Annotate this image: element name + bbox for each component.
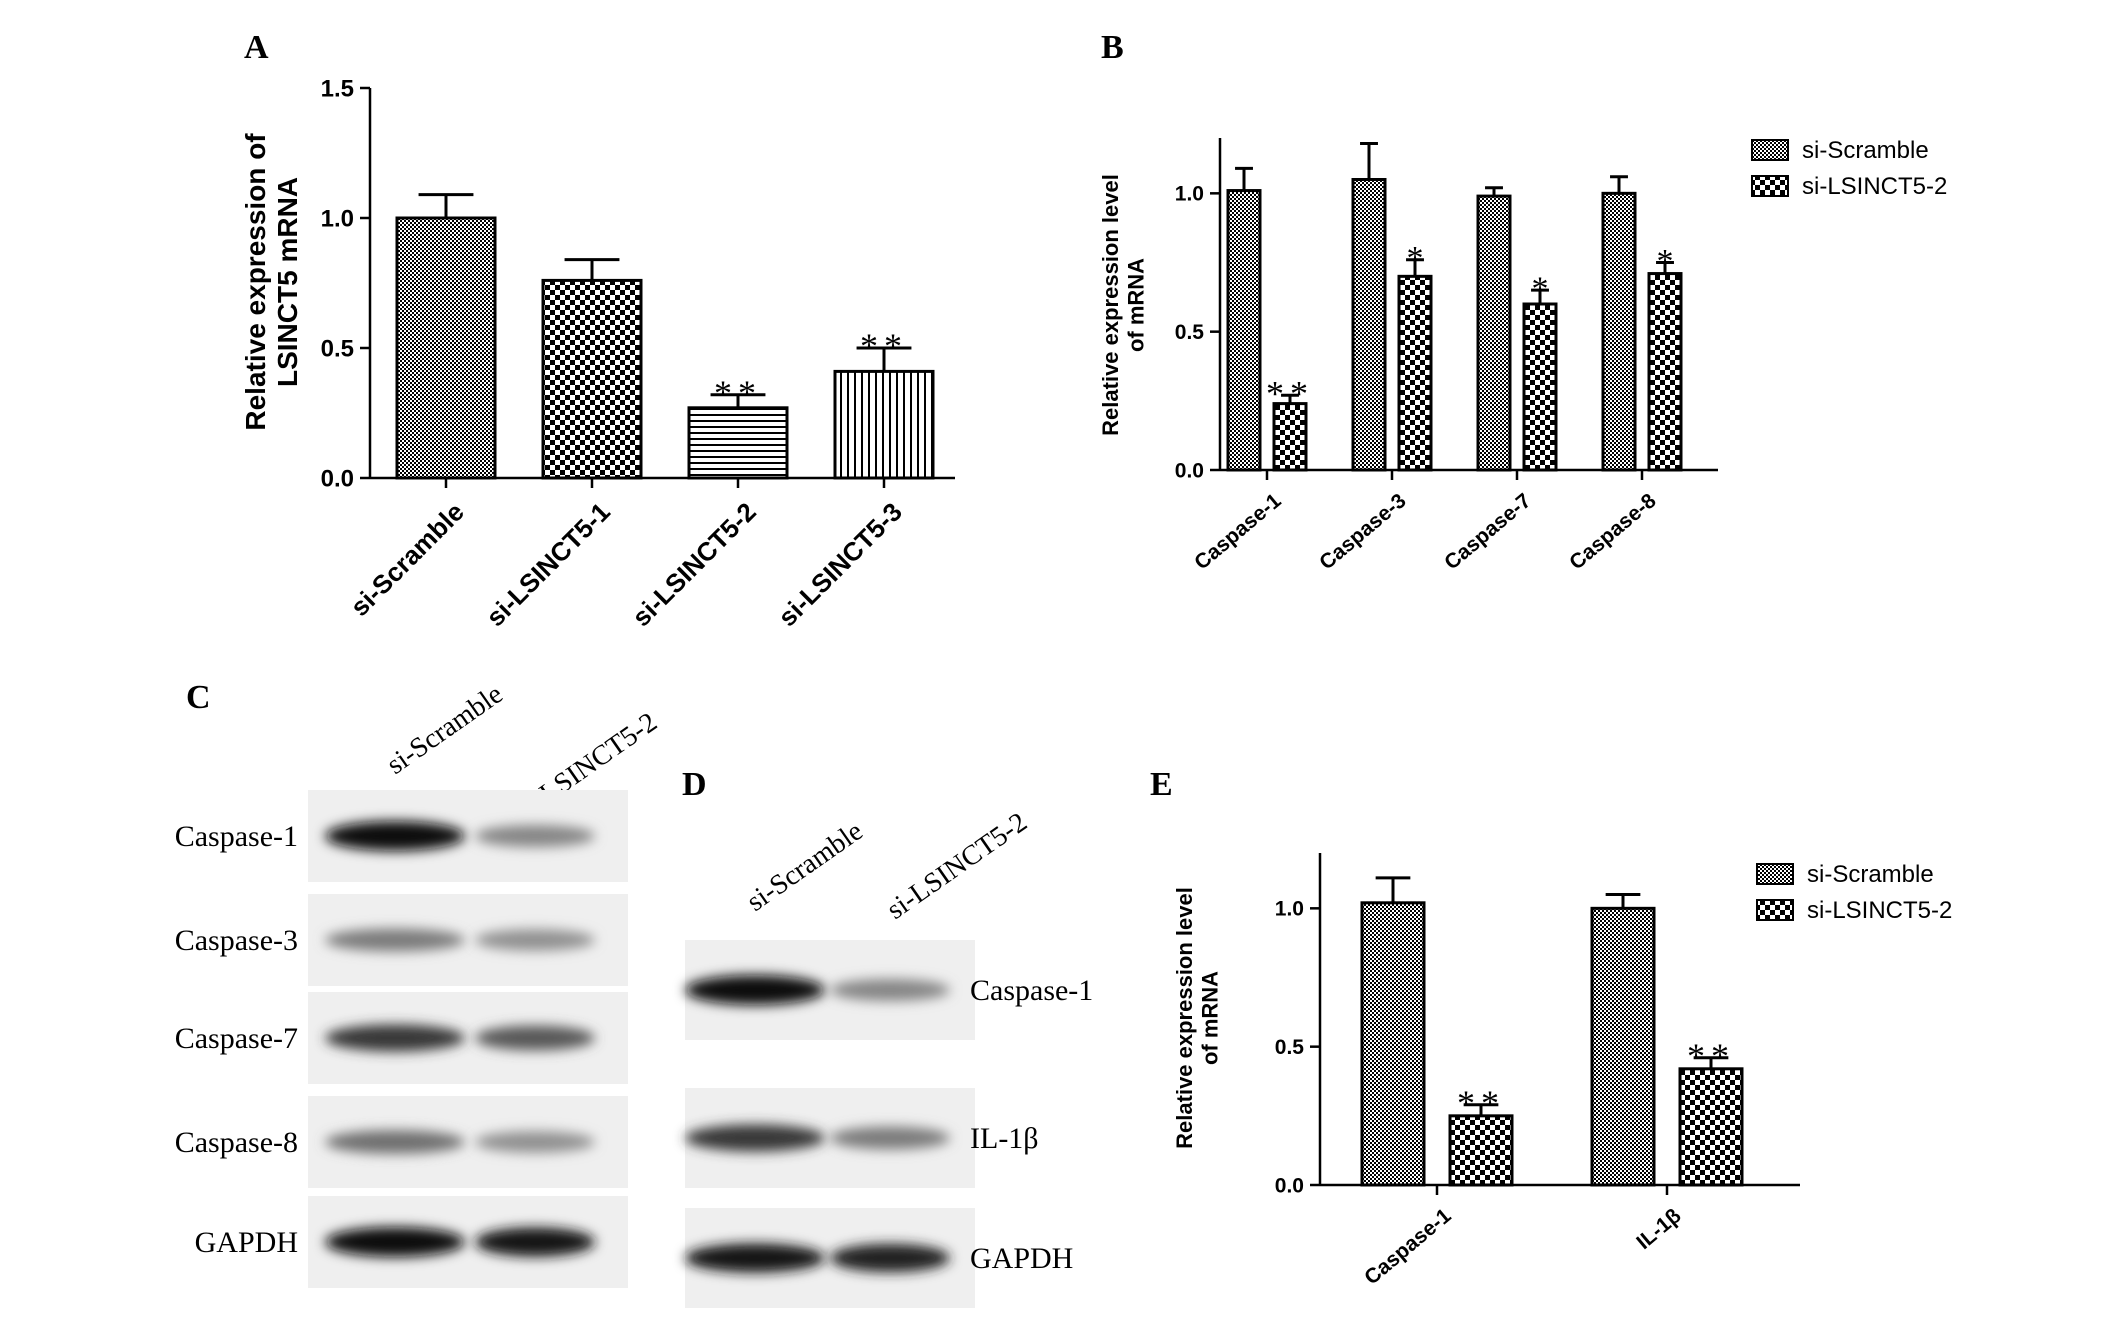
chart-a-significance: ** — [714, 373, 762, 413]
blot-d-row-label: Caspase-1 — [970, 974, 1093, 1007]
panel-letter-d: D — [682, 766, 707, 803]
chart-b: 0.0 0.5 1.0 Relative expression levelof mRN… — [1098, 137, 1947, 574]
chart-b-significance: * — [1657, 243, 1674, 280]
chart-b-legend-swatch — [1751, 175, 1789, 197]
chart-e-y-tick-label: 0.5 — [1275, 1036, 1305, 1059]
chart-b-y-axis-label-line: of mRNA — [1123, 258, 1148, 352]
chart-b-significance: * — [1532, 270, 1549, 307]
chart-a-y-tick-label: 1.5 — [321, 75, 354, 102]
chart-b-y-tick-label: 0.5 — [1175, 321, 1205, 344]
chart-e-legend-swatch — [1756, 899, 1794, 921]
chart-b-y-tick-label: 1.0 — [1175, 183, 1204, 206]
chart-a-significance: ** — [860, 326, 908, 366]
chart-b-category-label: Caspase-8 — [1565, 489, 1661, 574]
chart-a-bar — [395, 216, 497, 480]
blot-c-band — [475, 929, 595, 951]
blot-d-band — [830, 978, 950, 1002]
chart-b-legend-label: si-LSINCT5-2 — [1802, 173, 1947, 200]
blot-c-lane-label: si-Scramble — [381, 679, 508, 781]
blot-d-band — [830, 1126, 950, 1150]
blot-c-band — [475, 1227, 595, 1257]
chart-a-bar — [687, 406, 789, 480]
chart-e-significance: ** — [1457, 1083, 1505, 1123]
chart-a-y-tick-label: 0.5 — [321, 335, 354, 362]
chart-b-bar — [1351, 178, 1387, 472]
chart-e-bar — [1448, 1114, 1514, 1187]
chart-e-y-tick-label: 1.0 — [1275, 898, 1304, 921]
chart-a-y-tick-label: 1.0 — [321, 205, 354, 232]
blot-d-row-label: GAPDH — [970, 1242, 1073, 1275]
chart-a-category-label: si-Scramble — [344, 497, 469, 622]
chart-e-legend-label: si-Scramble — [1807, 861, 1934, 888]
chart-e-legend-swatch — [1756, 863, 1794, 885]
blot-d-band — [685, 975, 825, 1005]
chart-b-category-label: Caspase-1 — [1190, 489, 1286, 574]
chart-b-y-axis-label: Relative expression levelof mRNA — [1098, 174, 1148, 436]
chart-a-y-axis-label: Relative expression ofLSINCT5 mRNA — [240, 133, 303, 431]
chart-b-bar — [1397, 274, 1433, 472]
western-blot-c: si-Scramble si-LSINCT5-2Caspase-1Caspase-… — [175, 679, 663, 1288]
panel-letter-c: C — [186, 679, 211, 716]
panel-letter-e: E — [1150, 766, 1173, 803]
chart-b-y-axis-label-line: Relative expression level — [1098, 174, 1123, 436]
chart-e-significance: ** — [1687, 1036, 1735, 1076]
panel-letter-a: A — [244, 29, 269, 66]
blot-d-band — [685, 1243, 825, 1273]
blot-c-band — [475, 824, 595, 848]
chart-e-category-label: Caspase-1 — [1360, 1204, 1456, 1289]
chart-b-category-label: Caspase-7 — [1440, 489, 1535, 574]
blot-c-band — [475, 1131, 595, 1153]
chart-a-bar — [541, 278, 643, 480]
chart-e: 0.0 0.5 1.0 Relative expression levelof mRN… — [1172, 853, 1952, 1289]
chart-b-bar — [1476, 194, 1512, 472]
chart-b-category-label: Caspase-3 — [1315, 489, 1410, 574]
chart-a: 0.0 0.5 1.0 1.5 Relative expression ofLSINCT… — [240, 75, 955, 632]
blot-c-row-label: Caspase-8 — [175, 1126, 298, 1159]
chart-b-bar — [1226, 189, 1262, 472]
chart-e-category-label: IL-1β — [1632, 1204, 1685, 1254]
chart-b-bar — [1647, 272, 1683, 472]
blot-c-band — [325, 1130, 465, 1154]
chart-a-y-axis-label-line: Relative expression of — [240, 133, 271, 431]
blot-c-row-label: GAPDH — [195, 1226, 298, 1259]
chart-b-bar — [1601, 191, 1637, 472]
blot-c-band — [325, 928, 465, 952]
chart-e-bar — [1360, 901, 1426, 1187]
blot-c-band — [325, 821, 465, 851]
chart-b-bar — [1272, 402, 1308, 472]
chart-e-bar — [1678, 1067, 1744, 1187]
blot-c-band — [475, 1025, 595, 1051]
chart-b-legend-label: si-Scramble — [1802, 137, 1929, 164]
chart-e-y-axis-label: Relative expression levelof mRNA — [1172, 887, 1222, 1149]
chart-a-category-label: si-LSINCT5-2 — [626, 497, 762, 633]
blot-c-row-label: Caspase-3 — [175, 924, 298, 957]
chart-a-y-tick-label: 0.0 — [321, 465, 354, 492]
panel-letter-b: B — [1101, 29, 1124, 66]
chart-b-significance: ** — [1266, 374, 1314, 414]
chart-e-y-axis-label-line: Relative expression level — [1172, 887, 1197, 1149]
blot-c-row-label: Caspase-1 — [175, 820, 298, 853]
blot-d-row-label: IL-1β — [970, 1122, 1039, 1155]
chart-a-bar — [833, 369, 935, 480]
chart-b-bar — [1522, 302, 1558, 472]
chart-e-legend-label: si-LSINCT5-2 — [1807, 897, 1952, 924]
blot-d-band — [830, 1243, 950, 1273]
chart-b-legend-swatch — [1751, 139, 1789, 161]
blot-d-lane-label: si-LSINCT5-2 — [881, 807, 1033, 926]
chart-e-y-tick-label: 0.0 — [1275, 1174, 1304, 1197]
blot-c-band — [325, 1227, 465, 1257]
chart-a-category-label: si-LSINCT5-1 — [480, 497, 616, 633]
chart-e-y-axis-label-line: of mRNA — [1197, 971, 1222, 1065]
blot-d-lane-label: si-Scramble — [741, 816, 868, 918]
chart-a-category-label: si-LSINCT5-3 — [772, 497, 908, 633]
blot-d-band — [685, 1124, 825, 1152]
western-blot-d: si-Scramble si-LSINCT5-2 Caspase-1 IL-1β GAP… — [685, 807, 1093, 1308]
chart-e-bar — [1590, 906, 1656, 1187]
chart-b-y-tick-label: 0.0 — [1175, 459, 1204, 482]
chart-a-y-axis-label-line: LSINCT5 mRNA — [272, 177, 303, 387]
blot-c-band — [325, 1024, 465, 1052]
blot-c-row-label: Caspase-7 — [175, 1022, 298, 1055]
chart-b-significance: * — [1407, 240, 1424, 277]
